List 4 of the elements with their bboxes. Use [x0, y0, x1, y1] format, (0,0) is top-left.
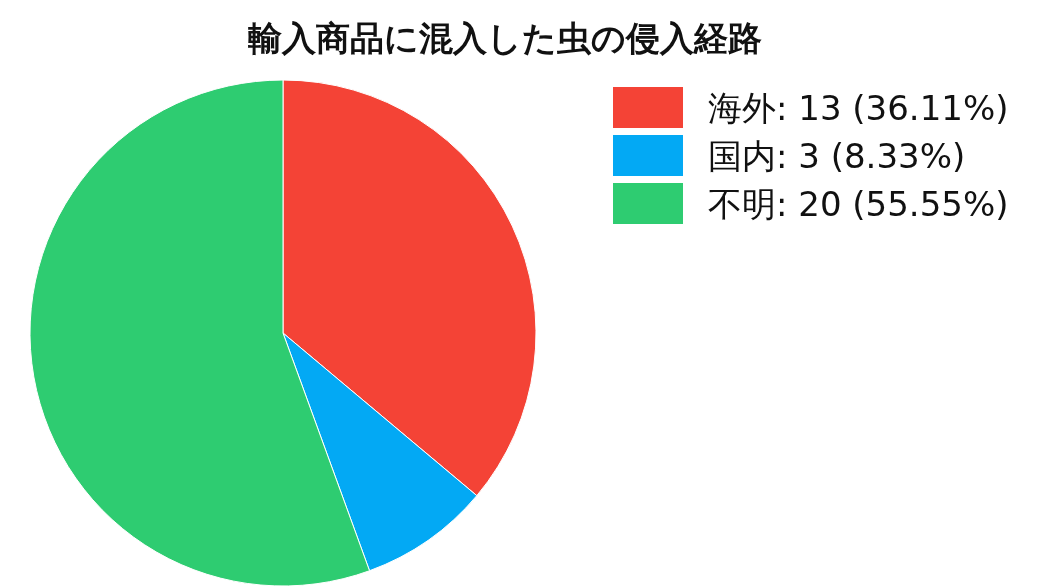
- legend-label: 不明: 20 (55.55%): [708, 184, 1009, 224]
- legend-label: 海外: 13 (36.11%): [708, 88, 1009, 128]
- legend-label: 国内: 3 (8.33%): [708, 136, 966, 176]
- chart-title: 輸入商品に混入した虫の侵入経路: [247, 18, 762, 58]
